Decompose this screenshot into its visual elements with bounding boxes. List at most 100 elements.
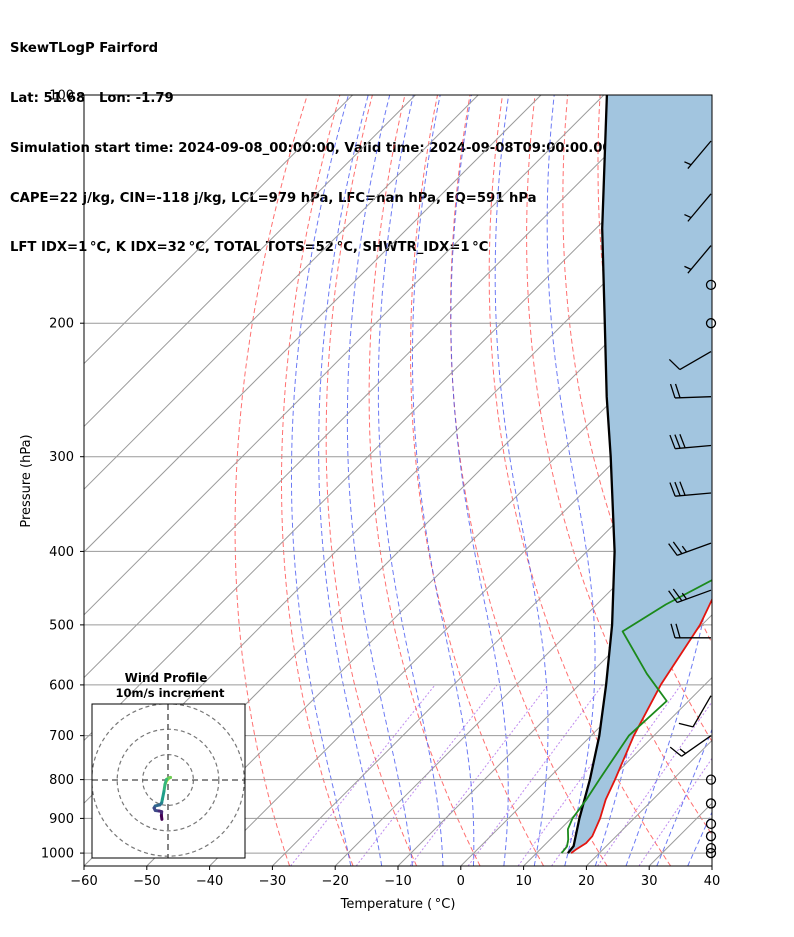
dry-adiabat-line xyxy=(234,95,308,866)
title-times: Simulation start time: 2024-09-08_00:00:… xyxy=(10,140,612,156)
wind-barb xyxy=(668,588,712,604)
isotherm-line xyxy=(84,95,416,428)
moist-adiabat-line xyxy=(546,95,596,866)
wind-barb xyxy=(668,541,712,557)
y-tick-label: 300 xyxy=(49,450,74,465)
wind-barb xyxy=(669,735,712,757)
y-axis: 100 200 300 400 500 600 700 800 900 1000 xyxy=(41,89,84,862)
hodograph-frame xyxy=(91,703,246,859)
x-tick-label: −30 xyxy=(259,874,286,889)
wind-barb xyxy=(684,245,712,274)
parcel-line xyxy=(567,95,616,854)
moist-adiabats xyxy=(291,95,794,866)
wind-barb xyxy=(669,433,712,450)
mixing-ratio-line xyxy=(467,684,603,866)
hodograph-inset: Wind Profile 10m/s increment xyxy=(91,671,246,859)
x-axis-label: Temperature ( °C) xyxy=(340,897,456,912)
isotherms xyxy=(84,95,794,866)
x-tick-label: −20 xyxy=(321,874,348,889)
isotherm-line xyxy=(209,362,712,866)
wind-barb xyxy=(669,383,712,399)
y-tick-label: 500 xyxy=(49,618,74,633)
isotherm-line xyxy=(397,551,712,866)
hodograph-trace-segment xyxy=(159,814,164,821)
isotherm-line xyxy=(334,488,712,866)
x-tick-label: −50 xyxy=(133,874,160,889)
y-tick-label: 100 xyxy=(49,89,74,104)
wind-barb xyxy=(678,695,712,728)
isotherm-line xyxy=(84,95,479,490)
y-tick-label: 700 xyxy=(49,729,74,744)
x-tick-label: −10 xyxy=(384,874,411,889)
dewpoint-profile xyxy=(560,579,712,854)
isotherm-line xyxy=(711,865,712,866)
moist-adiabat-line xyxy=(625,95,712,866)
isotherm-line xyxy=(84,95,605,616)
moist-adiabat-line xyxy=(494,95,549,866)
temperature-profile xyxy=(570,597,712,854)
isotherm-line xyxy=(84,95,667,679)
calm-wind-marker xyxy=(705,847,717,859)
dry-adiabat-line xyxy=(410,95,545,866)
moist-adiabat-line xyxy=(346,95,413,866)
y-tick-label: 200 xyxy=(49,317,74,332)
moist-adiabat-line xyxy=(450,95,509,866)
isotherm-line xyxy=(523,676,712,866)
x-tick-label: −40 xyxy=(196,874,223,889)
calm-wind-marker xyxy=(705,279,717,290)
dry-adiabat-line xyxy=(763,95,794,866)
dewpoint-line xyxy=(560,579,712,854)
moist-adiabat-line xyxy=(412,95,475,866)
dry-adiabat-line xyxy=(368,95,481,866)
dry-adiabat-line xyxy=(450,95,608,866)
y-tick-label: 600 xyxy=(49,678,74,693)
isotherm-line xyxy=(84,95,542,553)
x-tick-label: 10 xyxy=(515,874,532,889)
x-tick-label: 0 xyxy=(457,874,465,889)
moist-adiabat-line xyxy=(318,95,383,866)
moist-adiabat-line xyxy=(377,95,444,866)
isotherm-line xyxy=(84,111,712,742)
wind-barb xyxy=(669,481,712,497)
moist-adiabat-line xyxy=(656,727,712,866)
dry-adiabat-line xyxy=(281,95,354,866)
isotherm-line xyxy=(84,95,353,365)
title-station: SkewTLogP Fairford xyxy=(10,41,159,57)
isotherm-line xyxy=(146,300,712,866)
dry-adiabat-line xyxy=(526,95,712,836)
x-tick-label: 30 xyxy=(641,874,658,889)
y-axis-label: Pressure (hPa) xyxy=(19,434,34,527)
y-tick-label: 1000 xyxy=(41,847,74,862)
calm-wind-marker xyxy=(705,774,717,785)
y-tick-label: 800 xyxy=(49,773,74,788)
isotherm-line xyxy=(460,614,712,866)
isotherm-line xyxy=(272,425,712,866)
isobars xyxy=(84,95,712,854)
wind-barb xyxy=(684,140,712,170)
mixing-ratio-line xyxy=(409,684,549,866)
wind-barbs xyxy=(668,140,717,859)
isotherm-line xyxy=(775,95,794,866)
x-tick-label: −60 xyxy=(70,874,97,889)
wind-barb xyxy=(684,193,712,222)
calm-wind-marker xyxy=(705,842,717,854)
wind-barb xyxy=(668,351,712,371)
mixing-ratio-line xyxy=(597,701,712,866)
x-axis: −60 −50 −40 −30 −20 −10 0 10 20 30 40 xyxy=(70,866,720,889)
x-tick-label: 20 xyxy=(578,874,595,889)
hodograph-title: Wind Profile xyxy=(125,671,208,685)
mixing-ratio-line xyxy=(638,757,712,866)
x-tick-label: 40 xyxy=(704,874,721,889)
calm-wind-marker xyxy=(705,831,717,842)
title-index-line: LFT IDX=1 °C, K IDX=32 °C, TOTAL TOTS=52… xyxy=(10,240,489,256)
dry-adiabat-line xyxy=(730,95,794,866)
y-tick-label: 400 xyxy=(49,545,74,560)
parcel-profile xyxy=(567,95,616,854)
title-block: SkewTLogP Fairford Lat: 51.68 Lon: -1.79… xyxy=(10,8,612,274)
title-cape-line: CAPE=22 j/kg, CIN=-118 j/kg, LCL=979 hPa… xyxy=(10,190,537,206)
calm-wind-marker xyxy=(705,798,717,809)
moist-adiabat-line xyxy=(719,95,794,866)
calm-wind-marker xyxy=(705,818,717,829)
y-tick-label: 900 xyxy=(49,812,74,827)
